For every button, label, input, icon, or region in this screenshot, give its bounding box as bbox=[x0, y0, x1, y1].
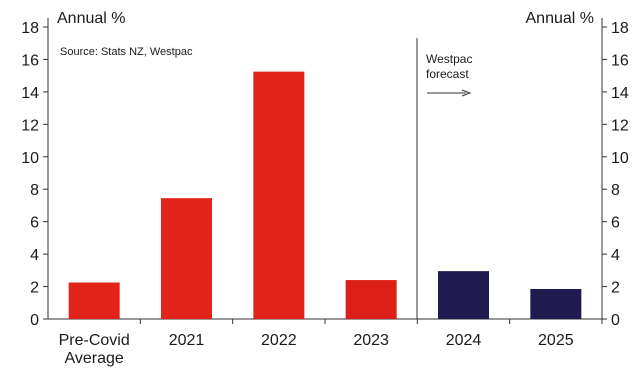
right-tick-label: 8 bbox=[611, 182, 620, 199]
left-unit-label: Annual % bbox=[57, 10, 126, 27]
x-tick-label: Pre-Covid bbox=[59, 332, 130, 349]
bar-pre-covid-average bbox=[68, 282, 120, 319]
forecast-label-line-1: Westpac bbox=[426, 52, 472, 66]
left-tick-label: 2 bbox=[30, 280, 39, 297]
right-tick-label: 0 bbox=[611, 312, 620, 329]
bar-2022 bbox=[253, 71, 305, 319]
right-tick-label: 12 bbox=[611, 117, 629, 134]
forecast-annotation: Westpac forecast bbox=[426, 52, 472, 97]
left-tick-label: 10 bbox=[21, 150, 39, 167]
bar-2023 bbox=[345, 280, 397, 319]
x-tick-label: 2021 bbox=[169, 332, 205, 349]
right-tick-label: 10 bbox=[611, 150, 629, 167]
right-unit-label: Annual % bbox=[526, 10, 595, 27]
right-tick-label: 6 bbox=[611, 215, 620, 232]
left-tick-label: 6 bbox=[30, 215, 39, 232]
right-tick-label: 18 bbox=[611, 20, 629, 37]
forecast-arrow-head bbox=[461, 89, 472, 97]
left-tick-label: 18 bbox=[21, 20, 39, 37]
x-tick-label: 2023 bbox=[353, 332, 389, 349]
plot-frame bbox=[47, 18, 603, 320]
right-tick-label: 14 bbox=[611, 85, 629, 102]
source-note: Source: Stats NZ, Westpac bbox=[60, 46, 193, 58]
left-tick-label: 16 bbox=[21, 52, 39, 69]
right-y-ticks: 0 2 4 6 8 10 12 14 16 18 bbox=[602, 20, 629, 329]
forecast-label-line-2: forecast bbox=[426, 67, 469, 81]
right-tick-label: 16 bbox=[611, 52, 629, 69]
x-tick-label: 2024 bbox=[446, 332, 482, 349]
left-tick-label: 8 bbox=[30, 182, 39, 199]
left-y-ticks: 0 2 4 6 8 10 12 14 16 18 bbox=[21, 20, 48, 329]
right-tick-label: 2 bbox=[611, 280, 620, 297]
bar-2025 bbox=[530, 288, 582, 319]
left-tick-label: 12 bbox=[21, 117, 39, 134]
right-tick-label: 4 bbox=[611, 247, 620, 264]
left-tick-label: 14 bbox=[21, 85, 39, 102]
bar-2024 bbox=[438, 271, 489, 319]
x-tick-label: 2022 bbox=[261, 332, 297, 349]
left-tick-label: 0 bbox=[30, 312, 39, 329]
x-tick-label: Average bbox=[65, 350, 124, 367]
left-tick-label: 4 bbox=[30, 247, 39, 264]
bars-group bbox=[68, 71, 582, 319]
bar-2021 bbox=[161, 198, 212, 319]
x-tick-label: 2025 bbox=[538, 332, 574, 349]
